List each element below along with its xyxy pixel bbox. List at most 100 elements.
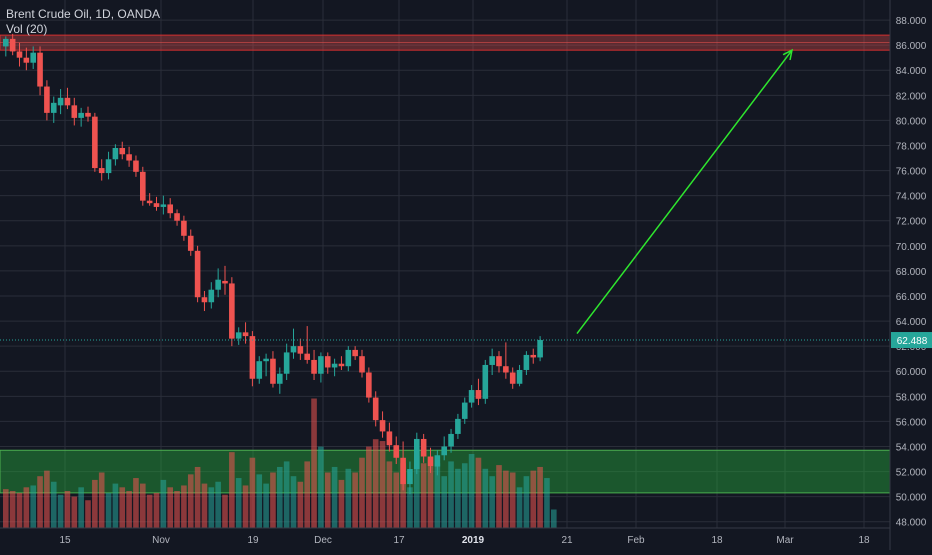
candle-body <box>311 359 317 374</box>
price-tick-label: 78.000 <box>896 141 927 152</box>
volume-indicator-title[interactable]: Vol (20) <box>6 22 48 36</box>
candle-body <box>304 353 310 360</box>
volume-bar <box>455 468 461 528</box>
volume-bar <box>509 472 516 528</box>
candle-body <box>98 168 105 174</box>
volume-bar <box>475 457 482 528</box>
candle-body <box>441 446 447 456</box>
candle-body <box>283 352 290 374</box>
time-tick-label: 15 <box>59 535 71 546</box>
time-tick-label: Feb <box>627 535 645 546</box>
time-axis[interactable]: 15 Nov 19 Dec 17 2019 21 Feb 18 Mar 18 <box>0 527 890 546</box>
candle-body <box>50 102 57 113</box>
candle-body <box>393 445 400 458</box>
volume-bar <box>78 487 84 528</box>
time-tick-label: Nov <box>152 535 170 546</box>
last-price-label: 62.488 <box>897 336 928 347</box>
candle-body <box>509 372 516 384</box>
volume-bar <box>523 476 530 528</box>
candle-body <box>208 289 215 303</box>
candle-body <box>427 456 434 467</box>
price-tick-label: 66.000 <box>896 292 927 303</box>
volume-bar <box>516 487 523 528</box>
candle-body <box>85 112 91 117</box>
candle-body <box>181 220 187 236</box>
candle-body <box>222 280 228 284</box>
candle-body <box>372 397 379 421</box>
volume-bar <box>242 485 249 528</box>
candle-body <box>44 86 50 113</box>
volume-bar <box>407 487 413 528</box>
volume-bar <box>366 446 372 528</box>
volume-bar <box>92 479 98 528</box>
volume-bar <box>126 491 132 528</box>
volume-bar <box>208 487 215 528</box>
candle-body <box>3 38 9 47</box>
volume-bar <box>503 470 509 528</box>
candle-body <box>249 336 256 379</box>
volume-bar <box>441 476 447 528</box>
price-tick-label: 80.000 <box>896 116 927 127</box>
drawings[interactable] <box>0 48 890 341</box>
candle-body <box>256 361 263 379</box>
time-tick-label: 18 <box>858 535 870 546</box>
candle-body <box>318 356 324 374</box>
volume-bar <box>37 476 43 528</box>
volume-bar <box>318 446 324 528</box>
volume-bar <box>160 479 167 528</box>
volume-bar <box>235 478 242 528</box>
time-tick-label: 17 <box>393 535 405 546</box>
forecast-arrow-line <box>576 49 793 335</box>
candle-body <box>242 332 249 337</box>
volume-bar <box>297 481 304 528</box>
symbol-title[interactable]: Brent Crude Oil, 1D, OANDA <box>6 7 161 21</box>
volume-bar <box>468 454 475 528</box>
candle-body <box>359 356 365 373</box>
candle-body <box>277 373 283 384</box>
price-tick-label: 82.000 <box>896 91 927 102</box>
candle-body <box>331 363 338 368</box>
volume-bar <box>290 476 297 528</box>
price-axis[interactable]: 88.000 86.000 84.000 82.000 80.000 78.000 76.0… <box>889 0 932 550</box>
candle-body <box>201 297 208 303</box>
price-tick-label: 86.000 <box>896 41 927 52</box>
candle-body <box>482 364 489 399</box>
volume-bar <box>544 478 550 528</box>
candle-body <box>461 402 468 419</box>
time-tick-label: Mar <box>776 535 794 546</box>
volume-bar <box>98 472 105 528</box>
candle-body <box>420 438 427 457</box>
volume-bar <box>105 492 112 528</box>
candle-body <box>324 356 331 368</box>
price-tick-label: 76.000 <box>896 167 927 178</box>
candle-body <box>468 390 475 403</box>
volume-bar <box>181 485 187 528</box>
volume-bar <box>352 472 358 528</box>
price-tick-label: 48.000 <box>896 518 927 529</box>
volume-bar <box>448 461 454 528</box>
candle-body <box>235 332 242 339</box>
volume-bar <box>530 470 537 528</box>
candle-body <box>167 204 173 214</box>
price-tick-label: 68.000 <box>896 267 927 278</box>
candle-body <box>386 431 393 446</box>
candle-body <box>9 38 16 52</box>
candle-body <box>523 354 530 370</box>
candle-body <box>516 369 523 384</box>
price-tick-label: 54.000 <box>896 442 927 453</box>
volume-bar <box>30 485 36 528</box>
candle-body <box>174 213 180 221</box>
candle-body <box>290 346 297 353</box>
price-tick-label: 70.000 <box>896 242 927 253</box>
candle-body <box>407 469 413 485</box>
candle-body <box>270 358 276 384</box>
volume-bar <box>400 463 406 528</box>
time-tick-label: 21 <box>561 535 573 546</box>
candle-body <box>92 116 98 169</box>
volume-bar <box>420 463 427 528</box>
volume-bar <box>256 474 263 528</box>
price-tick-label: 74.000 <box>896 192 927 203</box>
time-tick-label: 18 <box>711 535 723 546</box>
